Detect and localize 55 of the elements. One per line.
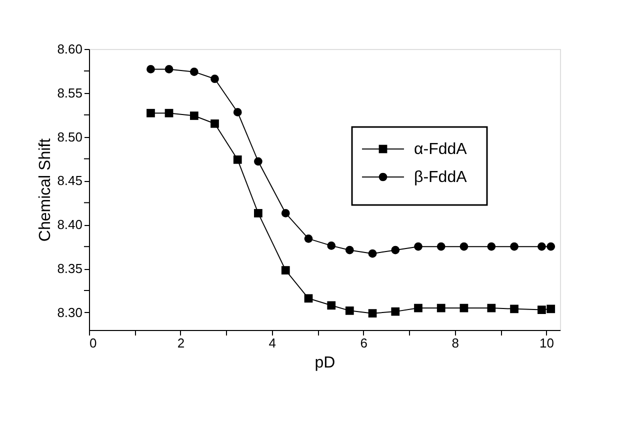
point [460,304,468,312]
legend-label: α-FddA [414,141,468,158]
point [210,74,219,84]
point [368,309,377,318]
point [391,246,400,254]
point [510,242,518,251]
point [164,65,174,74]
point [254,209,262,218]
point [538,306,546,314]
point [391,307,400,316]
point [414,242,422,251]
x-tick-label: 10 [540,336,554,350]
point [233,108,242,116]
legend-label: β-FddA [414,169,468,186]
x-tick-label: 0 [90,336,97,350]
point [146,108,155,118]
x-tick-label: 8 [452,336,459,350]
y-tick-label: 8.40 [57,217,82,232]
point [414,304,422,312]
point [460,242,468,251]
y-tick-label: 8.60 [57,42,82,56]
x-tick-label: 4 [268,336,276,350]
point [146,65,155,74]
point [510,304,518,314]
point [538,242,546,251]
point [436,242,446,251]
y-tick-label: 8.50 [57,129,82,144]
x-tick-label: 2 [177,336,185,350]
point [164,108,174,118]
point [487,304,496,312]
point [254,157,262,166]
point [436,304,446,312]
y-axis-title: Chemical Shift [37,138,54,242]
point [210,119,219,128]
x-tick-label: 6 [360,336,368,350]
y-tick-label: 8.30 [57,304,82,320]
point [546,242,556,251]
y-tick-label: 8.55 [57,85,82,100]
point [233,155,242,164]
point [327,301,336,310]
point [304,234,313,243]
point [190,112,198,120]
point [327,242,336,250]
point [368,249,377,258]
point [304,294,313,303]
point [281,266,290,274]
point [546,304,556,314]
x-axis-title: pD [314,354,336,372]
y-tick-label: 8.35 [57,261,82,276]
point [487,242,496,251]
point [281,209,290,218]
point [190,68,198,76]
y-tick-label: 8.45 [57,173,82,188]
point [345,306,354,315]
point [345,246,354,254]
